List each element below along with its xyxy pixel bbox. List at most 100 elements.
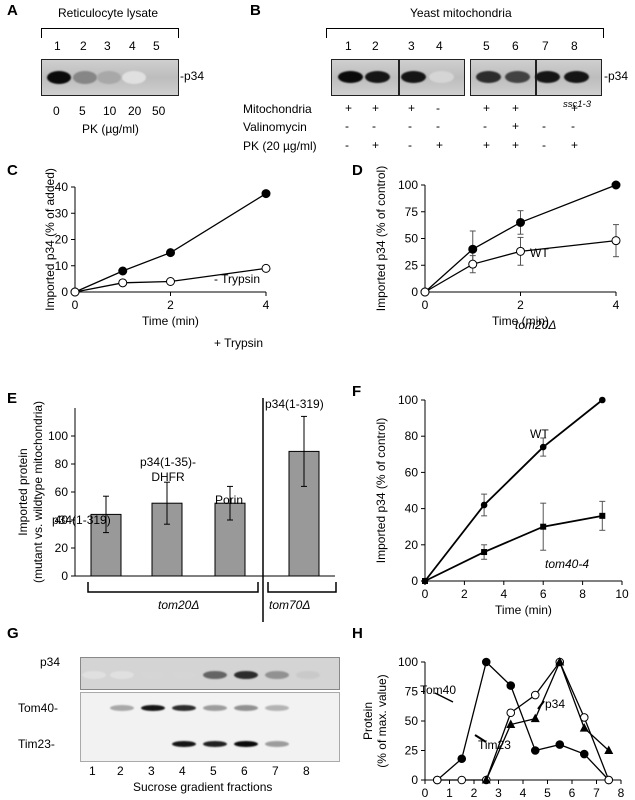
data-point <box>420 287 430 297</box>
data-point <box>468 259 478 269</box>
panel-b-lane-number: 3 <box>408 39 415 53</box>
panel-h-legend-tim23: Tim23 <box>478 738 511 752</box>
data-point <box>598 396 606 404</box>
data-point <box>166 248 175 258</box>
panel-g-band-tom40 <box>234 705 258 711</box>
panel-g-fraction-number: 5 <box>210 764 217 778</box>
panel-b-condition-value: + <box>571 138 579 152</box>
data-point <box>530 746 540 755</box>
data-point <box>579 749 589 759</box>
y-tick-label: 0 <box>411 285 418 299</box>
panel-b-condition-value: + <box>408 101 416 115</box>
x-tick-label: 6 <box>569 786 576 800</box>
panel-g-band-tim23 <box>172 741 196 747</box>
series-line <box>74 267 267 293</box>
x-tick-label: 2 <box>461 587 468 601</box>
x-tick-label: 1 <box>446 786 453 800</box>
x-tick-label: 4 <box>500 587 507 601</box>
panel-g-row-label-tom40-text: Tom40 <box>18 701 55 715</box>
panel-b-condition-value: - <box>483 119 487 133</box>
panel-a-blot <box>41 59 179 96</box>
panel-a-pk-value: 20 <box>128 104 142 118</box>
panel-b-lane-number: 5 <box>483 39 490 53</box>
panel-h-legend-tom40: Tom40 <box>420 683 457 697</box>
x-tick-label: 4 <box>263 298 270 312</box>
panel-b-condition-value: + <box>512 101 520 115</box>
y-tick-label: 80 <box>405 429 419 443</box>
data-point <box>611 180 621 190</box>
panel-g-blot-tom40-tim23 <box>80 692 340 762</box>
y-tick-label: 100 <box>48 429 68 443</box>
data-point <box>539 443 547 451</box>
panel-a-lane-number: 3 <box>104 39 111 53</box>
panel-g-fraction-number: 7 <box>272 764 279 778</box>
panel-b-condition-value: + <box>372 138 380 152</box>
panel-a-lane-number: 4 <box>129 39 136 53</box>
panel-a-pk-value: 10 <box>103 104 117 118</box>
panel-label-f: F <box>352 383 362 400</box>
panel-label-d: D <box>352 162 363 179</box>
data-point <box>599 512 606 519</box>
panel-b-blot-segment <box>331 59 399 96</box>
panel-label-a: A <box>7 2 18 19</box>
data-point <box>611 236 621 246</box>
x-tick-label: 4 <box>613 298 620 312</box>
x-tick-label: 8 <box>579 587 586 601</box>
panel-a-pk-label: PK (µg/ml) <box>82 122 139 136</box>
panel-g-fraction-number: 6 <box>241 764 248 778</box>
panel-a-band <box>122 70 146 84</box>
data-point <box>261 263 271 273</box>
panel-b-blot-segment <box>534 59 602 96</box>
panel-label-h: H <box>352 625 363 642</box>
panel-g-fraction-number: 1 <box>89 764 96 778</box>
panel-g-band-p34 <box>82 671 106 679</box>
panel-b-condition-value: - <box>408 138 412 152</box>
panel-b-band <box>475 71 501 83</box>
data-point <box>516 246 525 256</box>
panel-b-condition-label: Mitochondria <box>243 102 312 116</box>
panel-g-band-tim23 <box>265 741 289 747</box>
panel-e-bar-label-3: Porin <box>215 493 244 507</box>
panel-b-lane-number: 8 <box>571 39 578 53</box>
panel-b-blot-segment <box>470 59 536 96</box>
data-point <box>579 723 589 732</box>
data-point <box>432 775 442 785</box>
y-tick-label: 50 <box>405 714 419 728</box>
y-tick-label: 10 <box>55 259 69 273</box>
y-axis-label: Imported p34 (% of control) <box>374 166 388 311</box>
data-point <box>530 690 540 700</box>
data-point <box>118 266 128 276</box>
x-tick-label: 8 <box>618 786 625 800</box>
panel-b-band-label: -p34 <box>604 69 629 83</box>
x-axis-label: Time (min) <box>495 603 552 617</box>
series-line <box>74 193 267 293</box>
data-point <box>555 657 565 666</box>
panel-g-xlabel: Sucrose gradient fractions <box>133 780 273 794</box>
data-point <box>604 775 614 785</box>
x-tick-label: 10 <box>615 587 629 601</box>
data-point <box>540 523 547 530</box>
y-tick-label: 0 <box>61 569 68 583</box>
data-point <box>530 713 540 723</box>
y-tick-label: 40 <box>55 180 69 194</box>
panel-e-bar-label-1: p34(1-319) <box>52 513 111 527</box>
data-point <box>422 578 428 584</box>
series-line <box>436 660 610 781</box>
panel-g-band-p34 <box>296 671 320 679</box>
panel-b-lane-number: 1 <box>345 39 352 53</box>
data-point <box>506 708 516 718</box>
panel-h-legend-p34: p34 <box>545 697 566 711</box>
label-pointer-tom40 <box>434 692 454 703</box>
panel-d-legend-wt: WT <box>530 246 549 260</box>
y-axis-label: Imported protein <box>16 448 30 535</box>
x-tick-label: 6 <box>540 587 547 601</box>
x-tick-label: 3 <box>495 786 502 800</box>
panel-d-legend-tom20: tom20Δ <box>515 318 557 332</box>
y-tick-label: 20 <box>405 538 419 552</box>
panel-b-condition-value: - <box>436 101 440 115</box>
panel-e-group-tom70: tom70Δ <box>269 598 311 612</box>
panel-a-band <box>47 70 71 84</box>
panel-g-band-p34 <box>234 671 258 679</box>
series-line <box>424 514 603 582</box>
